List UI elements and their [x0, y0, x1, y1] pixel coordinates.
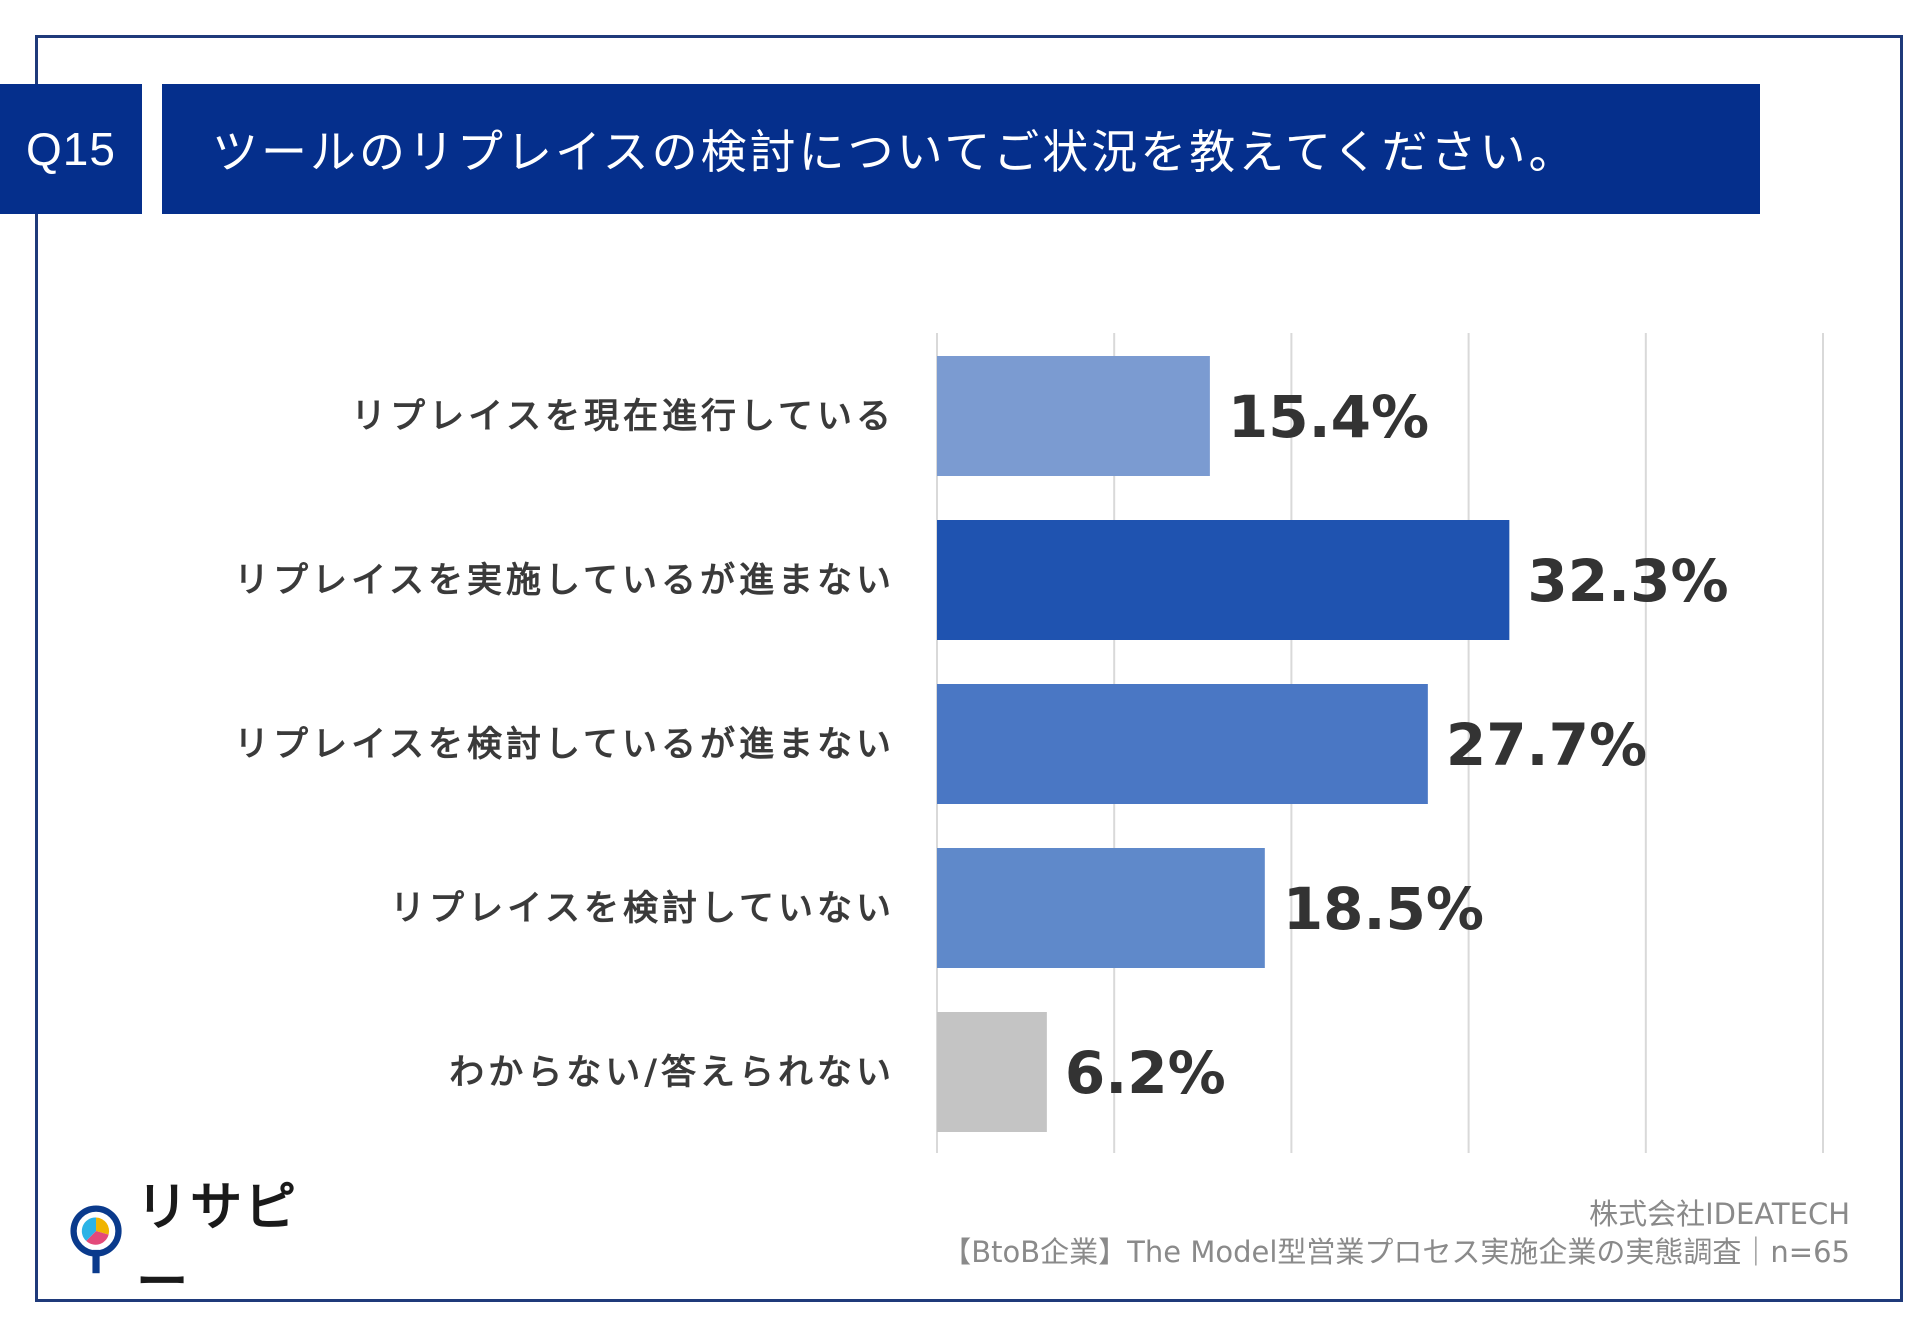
value-labels: 15.4% 32.3% 27.7% 18.5% 6.2%: [1065, 383, 1729, 1107]
footer-survey: 【BtoB企業】The Model型営業プロセス実施企業の実態調査｜n=65: [942, 1235, 1850, 1269]
category-label-4: リプレイスを検討していない: [390, 889, 895, 929]
footer-company: 株式会社IDEATECH: [1589, 1197, 1850, 1231]
bar-3: [937, 684, 1428, 804]
chart-footer: 株式会社IDEATECH 【BtoB企業】The Model型営業プロセス実施企…: [942, 1195, 1850, 1271]
bar-4: [937, 848, 1265, 968]
question-title: ツールのリプレイスの検討についてご状況を教えてください。: [162, 84, 1760, 214]
question-number-badge: Q15: [0, 84, 142, 214]
logo-text: リサピー: [136, 1178, 299, 1313]
category-label-5: わからない/答えられない: [449, 1053, 895, 1093]
value-label-3: 27.7%: [1446, 711, 1647, 779]
category-label-2: リプレイスを実施しているが進まない: [234, 561, 895, 601]
bar-5: [937, 1012, 1047, 1132]
value-label-2: 32.3%: [1527, 547, 1728, 615]
value-label-1: 15.4%: [1228, 383, 1429, 451]
chart-frame: [35, 35, 1903, 1302]
category-label-3: リプレイスを検討しているが進まない: [234, 725, 895, 765]
bars: [937, 356, 1510, 1132]
bar-2: [937, 520, 1510, 640]
category-label-1: リプレイスを現在進行している: [351, 397, 895, 437]
bar-1: [937, 356, 1210, 476]
value-label-4: 18.5%: [1283, 875, 1484, 943]
category-labels: リプレイスを現在進行しているリプレイスを実施しているが進まないリプレイスを検討し…: [234, 397, 895, 1093]
logo-pin-icon: [70, 1205, 122, 1274]
risapy-logo: リサピー: [70, 1178, 330, 1313]
value-label-5: 6.2%: [1065, 1039, 1226, 1107]
